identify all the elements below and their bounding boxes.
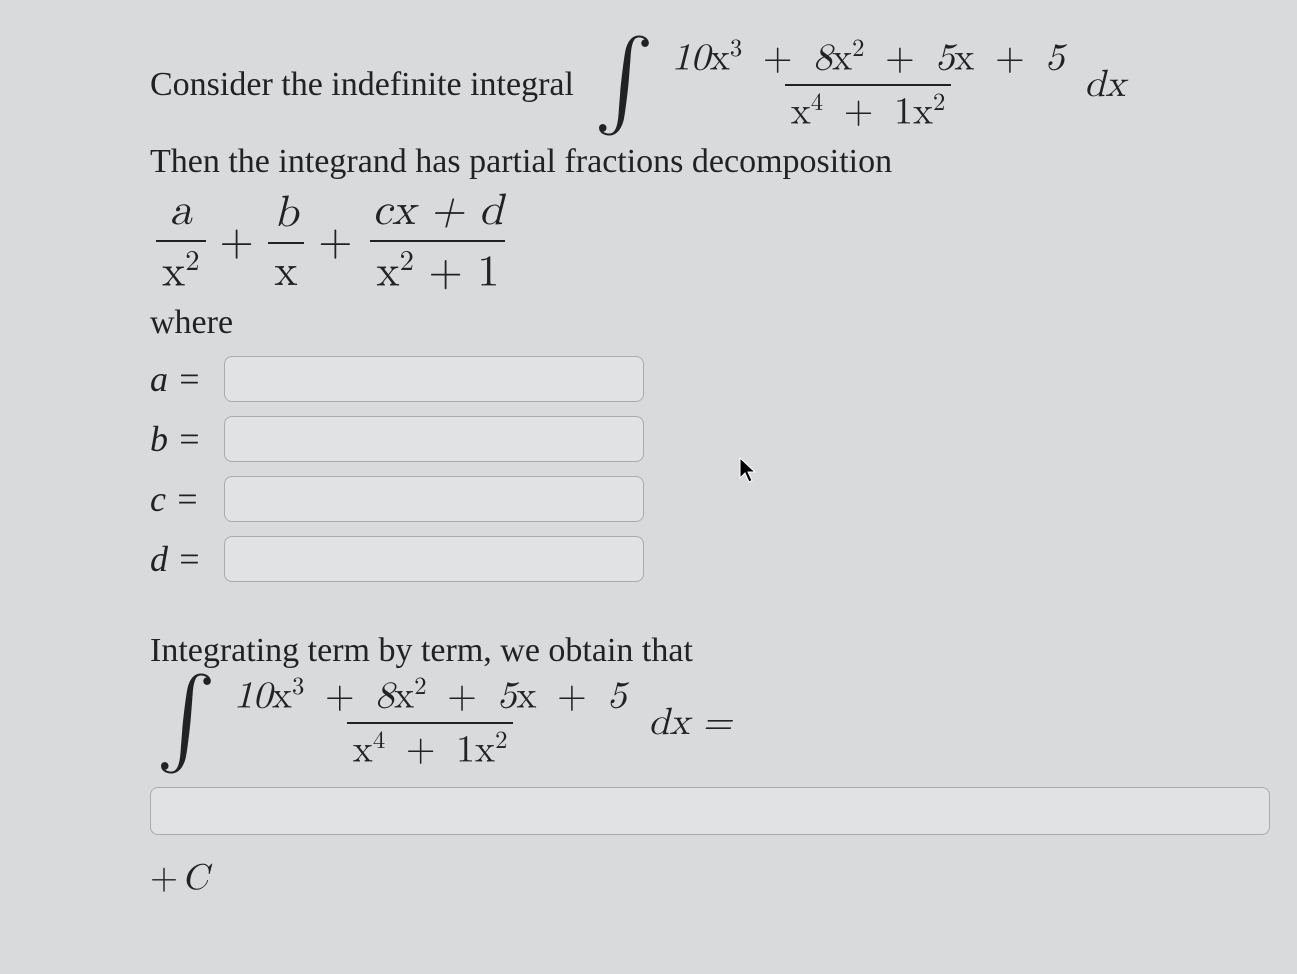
label-b: b =	[150, 418, 224, 460]
problem-page: Consider the indefinite integral ∫ 10x3 …	[0, 0, 1297, 900]
where-text: where	[150, 304, 1297, 342]
pf-term3-den: x2 + 1	[370, 240, 505, 300]
pf-term3: cx + d x2 + 1	[366, 185, 509, 300]
integral-icon: ∫	[588, 45, 660, 117]
result-integral: ∫ 10x3 + 8x2 + 5x + 5 x4 + 1x2 dx =	[150, 672, 1297, 773]
line-intro: Consider the indefinite integral ∫ 10x3 …	[150, 34, 1297, 135]
plus-c: +C	[150, 857, 1297, 900]
integral-expr: ∫ 10x3 + 8x2 + 5x + 5 x4 + 1x2 dx	[588, 34, 1126, 135]
pf-term2: b x	[268, 187, 304, 299]
row-a: a =	[150, 356, 1297, 402]
intro-text: Consider the indefinite integral	[150, 66, 574, 104]
integrand-denominator: x4 + 1x2	[785, 84, 952, 136]
integral-icon-2: ∫	[150, 683, 222, 755]
label-d: d =	[150, 538, 224, 580]
row-c: c =	[150, 476, 1297, 522]
result-fraction: 10x3 + 8x2 + 5x + 5 x4 + 1x2	[228, 672, 633, 773]
input-d[interactable]	[224, 536, 644, 582]
dx-equals: dx =	[648, 700, 731, 746]
row-d: d =	[150, 536, 1297, 582]
cursor-icon	[738, 456, 760, 492]
input-b[interactable]	[224, 416, 644, 462]
label-c: c =	[150, 478, 224, 520]
input-c[interactable]	[224, 476, 644, 522]
partial-fractions: a x2 + b x + cx + d x2 + 1	[150, 185, 1297, 300]
input-answer[interactable]	[150, 787, 1270, 835]
result-denominator: x4 + 1x2	[347, 722, 514, 774]
integrand-numerator: 10x3 + 8x2 + 5x + 5	[666, 34, 1071, 84]
line-decomposition: Then the integrand has partial fractions…	[150, 143, 1297, 181]
input-a[interactable]	[224, 356, 644, 402]
result-numerator: 10x3 + 8x2 + 5x + 5	[228, 672, 633, 722]
label-a: a =	[150, 358, 224, 400]
integrand-fraction: 10x3 + 8x2 + 5x + 5 x4 + 1x2	[666, 34, 1071, 135]
pf-term1: a x2	[156, 185, 206, 300]
pf-term1-den: x2	[156, 240, 206, 300]
row-b: b =	[150, 416, 1297, 462]
integrating-text: Integrating term by term, we obtain that	[150, 632, 1297, 670]
dx: dx	[1084, 62, 1125, 108]
